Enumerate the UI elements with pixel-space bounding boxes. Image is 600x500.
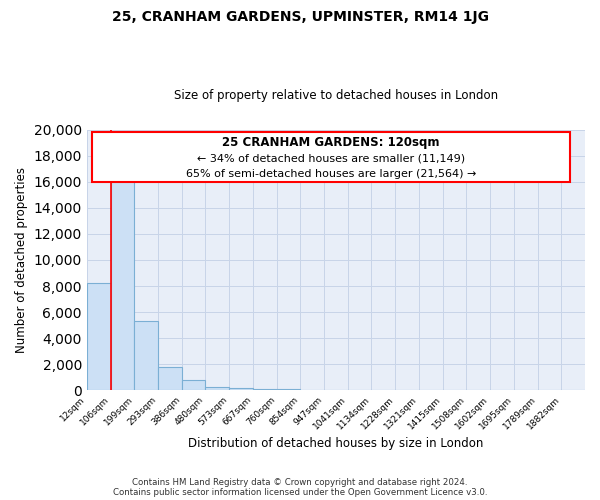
Bar [87, 284, 110, 391]
FancyBboxPatch shape [92, 132, 570, 182]
Text: 65% of semi-detached houses are larger (21,564) →: 65% of semi-detached houses are larger (… [186, 170, 476, 179]
Bar [277, 389, 301, 390]
X-axis label: Distribution of detached houses by size in London: Distribution of detached houses by size … [188, 437, 484, 450]
Text: 25 CRANHAM GARDENS: 120sqm: 25 CRANHAM GARDENS: 120sqm [222, 136, 440, 148]
Text: ← 34% of detached houses are smaller (11,149): ← 34% of detached houses are smaller (11… [197, 154, 465, 164]
Bar [158, 367, 182, 390]
Y-axis label: Number of detached properties: Number of detached properties [15, 167, 28, 353]
Text: Contains HM Land Registry data © Crown copyright and database right 2024.: Contains HM Land Registry data © Crown c… [132, 478, 468, 487]
Bar [253, 388, 277, 390]
Bar [205, 387, 229, 390]
Text: 25, CRANHAM GARDENS, UPMINSTER, RM14 1JG: 25, CRANHAM GARDENS, UPMINSTER, RM14 1JG [112, 10, 488, 24]
Bar [229, 388, 253, 390]
Bar [134, 322, 158, 390]
Title: Size of property relative to detached houses in London: Size of property relative to detached ho… [174, 89, 498, 102]
Bar [182, 380, 205, 390]
Bar [110, 174, 134, 390]
Text: Contains public sector information licensed under the Open Government Licence v3: Contains public sector information licen… [113, 488, 487, 497]
